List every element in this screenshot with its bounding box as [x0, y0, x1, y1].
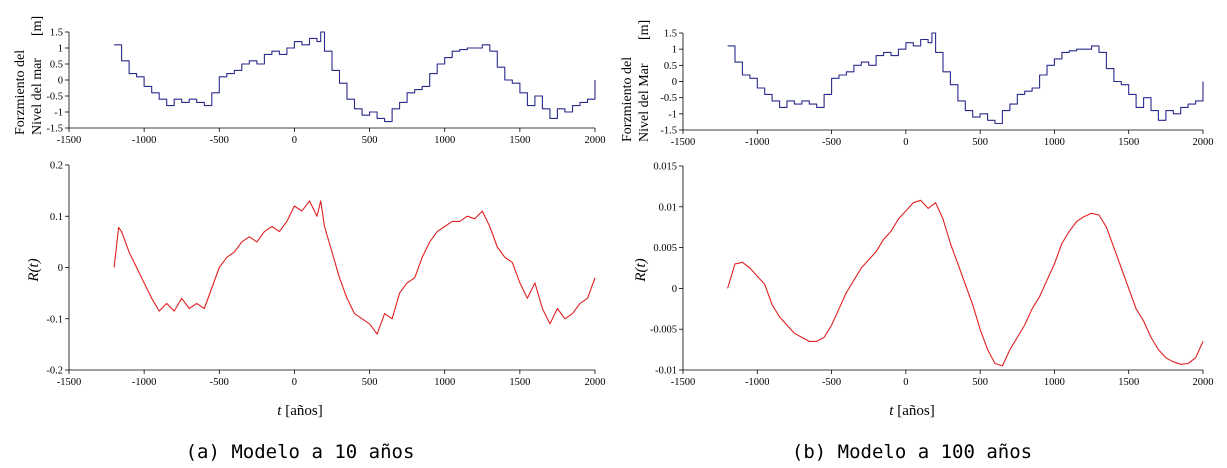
ylabel-line-2: Nivel del Mar: [637, 63, 652, 142]
y-tick-label: 0.01: [659, 202, 677, 213]
y-tick-label: 1.5: [664, 29, 677, 40]
x-tick-label: 1500: [509, 135, 530, 146]
y-tick-label: 0: [672, 284, 677, 295]
xlabel: t [años]: [277, 403, 322, 419]
y-tick-label: 0: [58, 263, 63, 274]
ylabel-line-2: Nivel del mar: [30, 58, 45, 135]
x-tick-label: 0: [292, 377, 297, 388]
y-tick-label: -0.2: [46, 366, 63, 377]
y-tick-label: 0.005: [653, 243, 677, 254]
y-tick-label: -1.5: [660, 126, 677, 137]
x-tick-label: -500: [822, 377, 841, 388]
ylabel-line-1: Forzmiento del: [13, 50, 28, 135]
xlabel-unit: [años]: [897, 403, 935, 419]
y-tick-label: 0: [672, 77, 677, 88]
x-tick-label: -1500: [671, 137, 696, 148]
xlabel-unit: [años]: [285, 403, 323, 419]
x-tick-label: 1500: [1118, 137, 1139, 148]
x-tick-label: 2000: [585, 377, 606, 388]
x-tick-label: -1500: [57, 377, 82, 388]
ylabel-r-t: R(t): [26, 258, 42, 282]
x-tick-label: -500: [822, 137, 841, 148]
response-series-line: [113, 200, 596, 335]
x-tick-label: 500: [972, 137, 988, 148]
caption-a: (a) Modelo a 10 años: [186, 441, 415, 463]
y-tick-label: 0.1: [50, 212, 63, 223]
y-tick-label: -0.01: [655, 366, 677, 377]
panel-a-response-chart: R(t) t [años] 0.2 0.1 0 -0.1 -0.2-1500 -1000 -…: [26, 161, 606, 420]
y-tick-label: 0.2: [50, 161, 63, 172]
y-tick-label: -0.5: [46, 92, 63, 103]
ylabel-unit: [m]: [637, 20, 652, 40]
ylabel-unit: [m]: [30, 16, 45, 36]
x-tick-label: 2000: [1193, 137, 1214, 148]
xlabel-var: t: [277, 403, 282, 419]
y-tick-label: 1: [58, 44, 63, 55]
x-tick-label: 1000: [1044, 377, 1065, 388]
x-tick-label: 1000: [1044, 137, 1065, 148]
forcing-series-line: [727, 32, 1204, 125]
y-tick-label: -0.1: [46, 314, 63, 325]
x-tick-label: 2000: [1193, 377, 1214, 388]
x-tick-label: 1500: [509, 377, 530, 388]
panel-a-forcing-chart: Forzmiento del Nivel del mar [m] 1.5 1 0.5…: [13, 16, 606, 146]
y-tick-label: -1.5: [46, 124, 63, 135]
panel-b-forcing-chart: Forzmiento del Nivel del Mar [m] 1.5 1 0.5…: [620, 20, 1214, 148]
x-tick-label: -1000: [745, 377, 770, 388]
xlabel: t [años]: [889, 403, 934, 419]
x-tick-label: 1500: [1118, 377, 1139, 388]
x-tick-label: -1000: [745, 137, 770, 148]
ylabel-line-1: Forzmiento del: [620, 57, 635, 142]
y-tick-label: 0.5: [664, 61, 677, 72]
response-series-line: [727, 199, 1204, 367]
x-tick-label: -500: [210, 377, 229, 388]
x-tick-label: 500: [362, 135, 378, 146]
x-tick-label: 0: [903, 377, 908, 388]
x-tick-label: -1500: [671, 377, 696, 388]
x-tick-label: -1000: [132, 377, 157, 388]
x-tick-label: 1000: [434, 377, 455, 388]
x-tick-label: -1500: [57, 135, 82, 146]
x-tick-label: 2000: [585, 135, 606, 146]
y-tick-label: 1: [672, 45, 677, 56]
y-tick-label: -1: [54, 108, 63, 119]
x-tick-label: 0: [292, 135, 297, 146]
x-tick-label: 500: [362, 377, 378, 388]
y-tick-label: -0.5: [660, 93, 677, 104]
y-tick-label: 0.5: [50, 60, 63, 71]
panel-b-response-chart: R(t) t [años] 0.015 0.01 0.005 0 -0.005 -0.01…: [633, 162, 1214, 420]
y-tick-label: -0.005: [650, 325, 677, 336]
y-tick-label: 0.015: [653, 162, 677, 173]
xlabel-var: t: [889, 403, 894, 419]
caption-b: (b) Modelo a 100 años: [792, 441, 1032, 463]
x-tick-label: -500: [210, 135, 229, 146]
y-tick-label: -1: [668, 109, 677, 120]
x-tick-label: -1000: [132, 135, 157, 146]
x-tick-label: 1000: [434, 135, 455, 146]
x-tick-label: 500: [972, 377, 988, 388]
ylabel-r-t: R(t): [633, 258, 649, 282]
y-tick-label: 0: [58, 76, 63, 87]
forcing-series-line: [114, 31, 596, 123]
y-tick-label: 1.5: [50, 28, 63, 39]
x-tick-label: 0: [903, 137, 908, 148]
